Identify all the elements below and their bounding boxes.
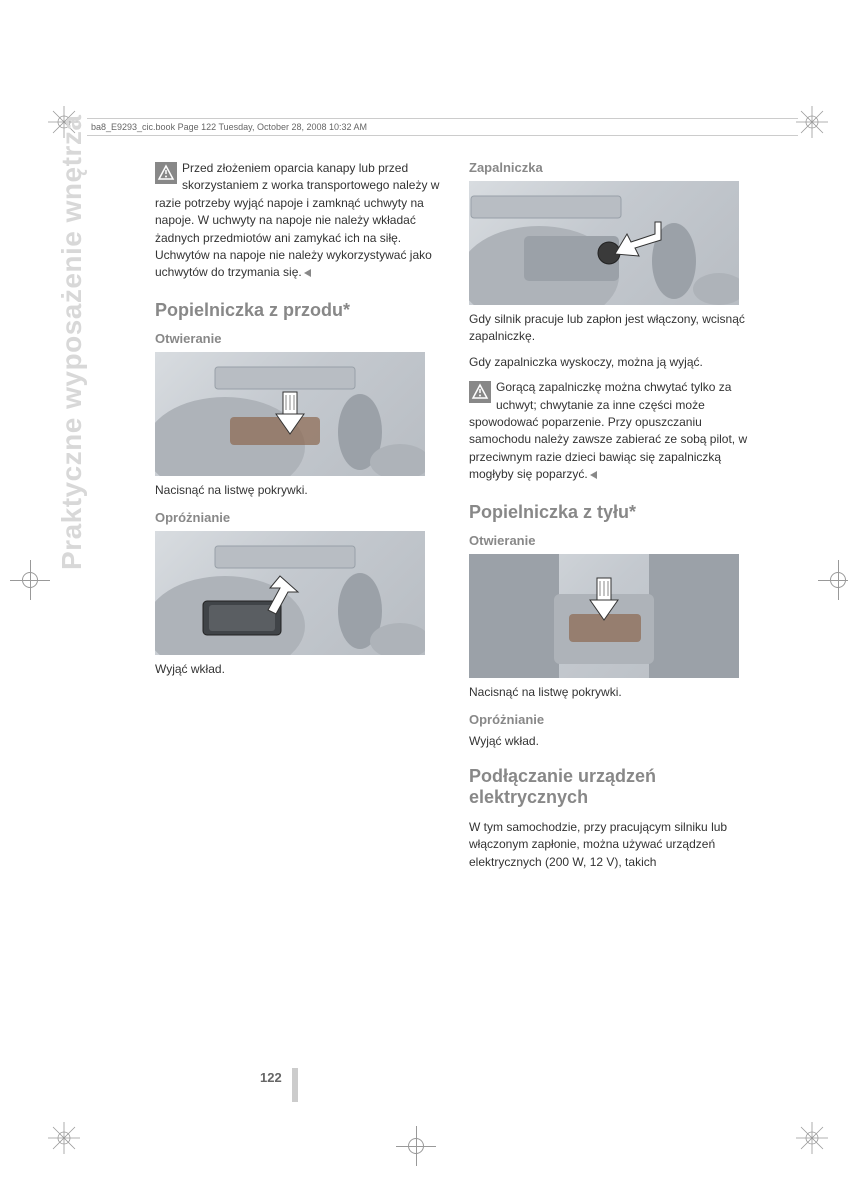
subheading-opening: Otwieranie [155,331,445,346]
lighter-text-1: Gdy silnik pracuje lub zapłon jest włącz… [469,311,759,346]
warning-note: Gorącą zapalniczkę można chwytać tylko z… [469,379,759,483]
arrow-down-icon [268,390,312,443]
arrow-down-icon [582,576,626,629]
electrical-text: W tym samochodzie, przy pracującym silni… [469,819,759,871]
figure-caption: Nacisnąć na listwę pokrywki. [155,482,445,499]
figure-lighter: MVC85690MA [469,181,739,305]
arrow-in-icon [609,218,665,267]
emptying-text: Wyjąć wkład. [469,733,759,750]
crop-mark-icon [48,1122,80,1154]
page-header: ba8_E9293_cic.book Page 122 Tuesday, Oct… [87,118,798,136]
warning-icon [155,162,177,184]
crop-mark-icon [796,106,828,138]
crosshair-icon [818,560,848,600]
subheading-lighter: Zapalniczka [469,160,759,175]
heading-rear-ashtray: Popielniczka z tyłu* [469,502,759,524]
header-text: ba8_E9293_cic.book Page 122 Tuesday, Oct… [91,122,367,132]
lighter-text-2: Gdy zapalniczka wyskoczy, można ją wyjąć… [469,354,759,371]
warning-text: Przed złożeniem oparcia kanapy lub przed… [155,161,439,279]
figure-front-ashtray-open: MVC85690MA [155,352,425,476]
heading-electrical: Podłączanie urządzeń elektrycznych [469,766,759,809]
arrow-up-icon [250,574,302,631]
left-column: Przed złożeniem oparcia kanapy lub przed… [155,160,445,879]
subheading-opening: Otwieranie [469,533,759,548]
figure-caption: Nacisnąć na listwę pokrywki. [469,684,759,701]
crop-mark-icon [796,1122,828,1154]
page-number: 122 [260,1070,282,1085]
warning-text: Gorącą zapalniczkę można chwytać tylko z… [469,380,747,481]
side-section-title: Praktyczne wyposażenie wnętrza [56,115,88,570]
heading-front-ashtray: Popielniczka z przodu* [155,300,445,322]
main-content: Przed złożeniem oparcia kanapy lub przed… [155,160,788,879]
subheading-emptying: Opróżnianie [155,510,445,525]
end-mark-icon [304,269,311,277]
crosshair-icon [396,1126,436,1166]
crosshair-icon [10,560,50,600]
warning-icon [469,381,491,403]
figure-caption: Wyjąć wkład. [155,661,445,678]
figure-rear-ashtray-open: MVC85690MA [469,554,739,678]
page-bar-icon [292,1068,298,1102]
figure-front-ashtray-empty: MVC85690MA [155,531,425,655]
right-column: Zapalniczka MVC85690MA Gdy silnik pracuj… [469,160,759,879]
end-mark-icon [590,471,597,479]
warning-note: Przed złożeniem oparcia kanapy lub przed… [155,160,445,282]
subheading-emptying: Opróżnianie [469,712,759,727]
